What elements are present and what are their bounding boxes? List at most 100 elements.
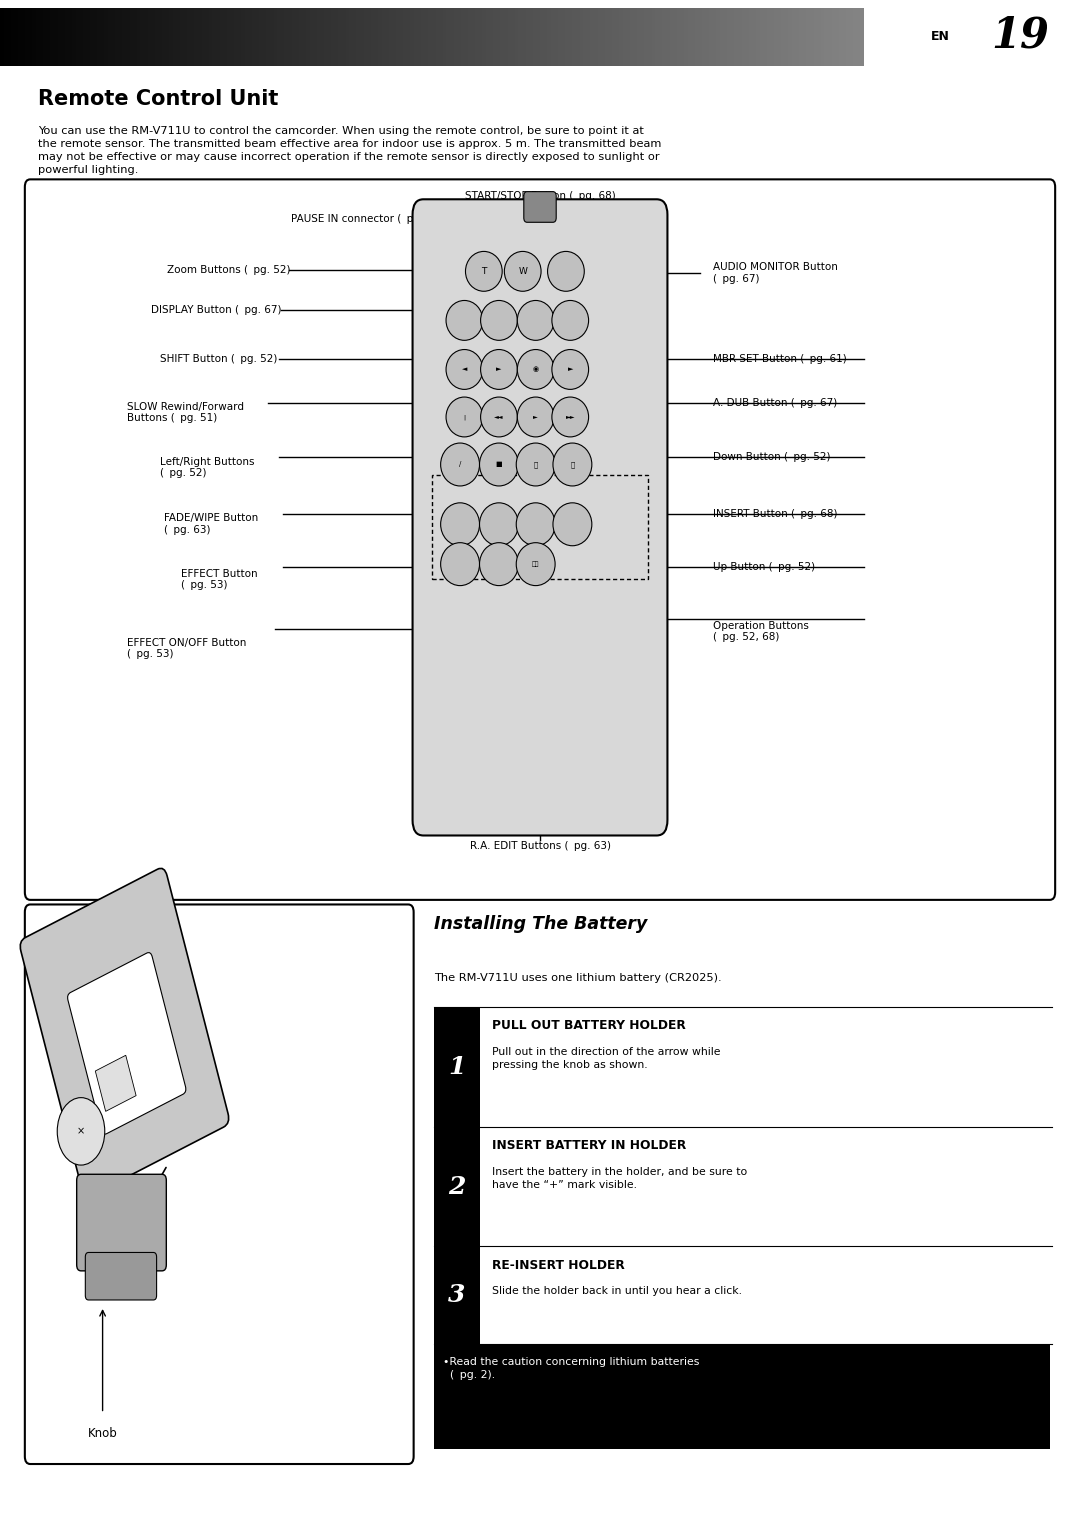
Bar (972, 8, 976, 66)
Bar (346, 8, 350, 66)
Bar (785, 8, 789, 66)
Bar (742, 8, 746, 66)
Bar (32, 8, 37, 66)
Bar (270, 8, 274, 66)
Bar (770, 8, 775, 66)
Text: PAUSE IN connector (  pg. 62): PAUSE IN connector ( pg. 62) (291, 215, 444, 224)
Bar (774, 8, 779, 66)
Bar (872, 8, 876, 66)
Bar (353, 8, 357, 66)
Bar (651, 8, 657, 66)
Bar (586, 8, 592, 66)
Bar (1029, 8, 1035, 66)
Bar (234, 8, 239, 66)
Text: EFFECT Button
(  pg. 53): EFFECT Button ( pg. 53) (181, 569, 258, 590)
Text: 3: 3 (448, 1283, 465, 1308)
Bar (807, 8, 811, 66)
Bar (648, 8, 652, 66)
Bar (630, 8, 635, 66)
Bar (1004, 8, 1009, 66)
Text: ►►: ►► (566, 414, 575, 420)
Bar (472, 8, 476, 66)
Bar (1001, 8, 1005, 66)
Bar (518, 8, 523, 66)
Bar (734, 8, 739, 66)
Bar (434, 1007, 480, 1127)
Bar (111, 8, 117, 66)
Bar (440, 8, 444, 66)
Bar (748, 8, 754, 66)
Bar (572, 8, 577, 66)
Ellipse shape (516, 543, 555, 586)
Bar (381, 8, 387, 66)
Bar (122, 8, 127, 66)
Bar (705, 8, 711, 66)
Ellipse shape (441, 543, 480, 586)
FancyBboxPatch shape (25, 904, 414, 1464)
Ellipse shape (516, 503, 555, 546)
Ellipse shape (446, 350, 483, 389)
Bar (46, 8, 52, 66)
Bar (591, 8, 595, 66)
Ellipse shape (465, 251, 502, 291)
Bar (821, 8, 825, 66)
Bar (727, 8, 732, 66)
Text: A. DUB Button (  pg. 67): A. DUB Button ( pg. 67) (713, 399, 837, 408)
Bar (140, 8, 145, 66)
Bar (321, 8, 325, 66)
Ellipse shape (517, 300, 554, 340)
Bar (375, 8, 379, 66)
Bar (612, 8, 617, 66)
Bar (964, 8, 970, 66)
Bar (227, 8, 231, 66)
Bar (810, 8, 814, 66)
Text: ■: ■ (496, 461, 502, 468)
Bar (1037, 8, 1041, 66)
Bar (861, 8, 865, 66)
Text: INSERT Button (  pg. 68): INSERT Button ( pg. 68) (713, 509, 837, 518)
Text: FADE/WIPE Button
(  pg. 63): FADE/WIPE Button ( pg. 63) (164, 514, 258, 535)
Bar (832, 8, 836, 66)
Bar (184, 8, 188, 66)
Bar (486, 8, 490, 66)
Ellipse shape (504, 251, 541, 291)
Bar (896, 8, 901, 66)
Bar (846, 8, 851, 66)
Bar (1077, 8, 1080, 66)
Bar (256, 8, 260, 66)
Bar (745, 8, 750, 66)
Text: Remote Control Unit: Remote Control Unit (38, 89, 279, 109)
Bar (781, 8, 786, 66)
Ellipse shape (552, 397, 589, 437)
Bar (148, 8, 152, 66)
Bar (356, 8, 361, 66)
Text: ⏸: ⏸ (570, 461, 575, 468)
Bar (551, 8, 555, 66)
Bar (522, 8, 527, 66)
Ellipse shape (481, 397, 517, 437)
Bar (910, 8, 916, 66)
Bar (878, 8, 883, 66)
Bar (875, 8, 879, 66)
Bar (360, 8, 365, 66)
FancyBboxPatch shape (524, 192, 556, 222)
Ellipse shape (480, 503, 518, 546)
Bar (670, 8, 674, 66)
Text: ◉: ◉ (532, 366, 539, 373)
Bar (407, 8, 411, 66)
Bar (1072, 8, 1078, 66)
Bar (990, 8, 995, 66)
Bar (173, 8, 177, 66)
Bar (626, 8, 631, 66)
Bar (580, 8, 584, 66)
Text: Insert the battery in the holder, and be sure to
have the “+” mark visible.: Insert the battery in the holder, and be… (492, 1167, 747, 1190)
Bar (540, 8, 544, 66)
Ellipse shape (516, 443, 555, 486)
Text: ⏸: ⏸ (534, 461, 538, 468)
Text: Pull out in the direction of the arrow while
pressing the knob as shown.: Pull out in the direction of the arrow w… (492, 1047, 721, 1070)
Bar (950, 8, 955, 66)
Bar (151, 8, 156, 66)
Bar (119, 8, 123, 66)
Ellipse shape (441, 443, 480, 486)
Bar (716, 8, 721, 66)
